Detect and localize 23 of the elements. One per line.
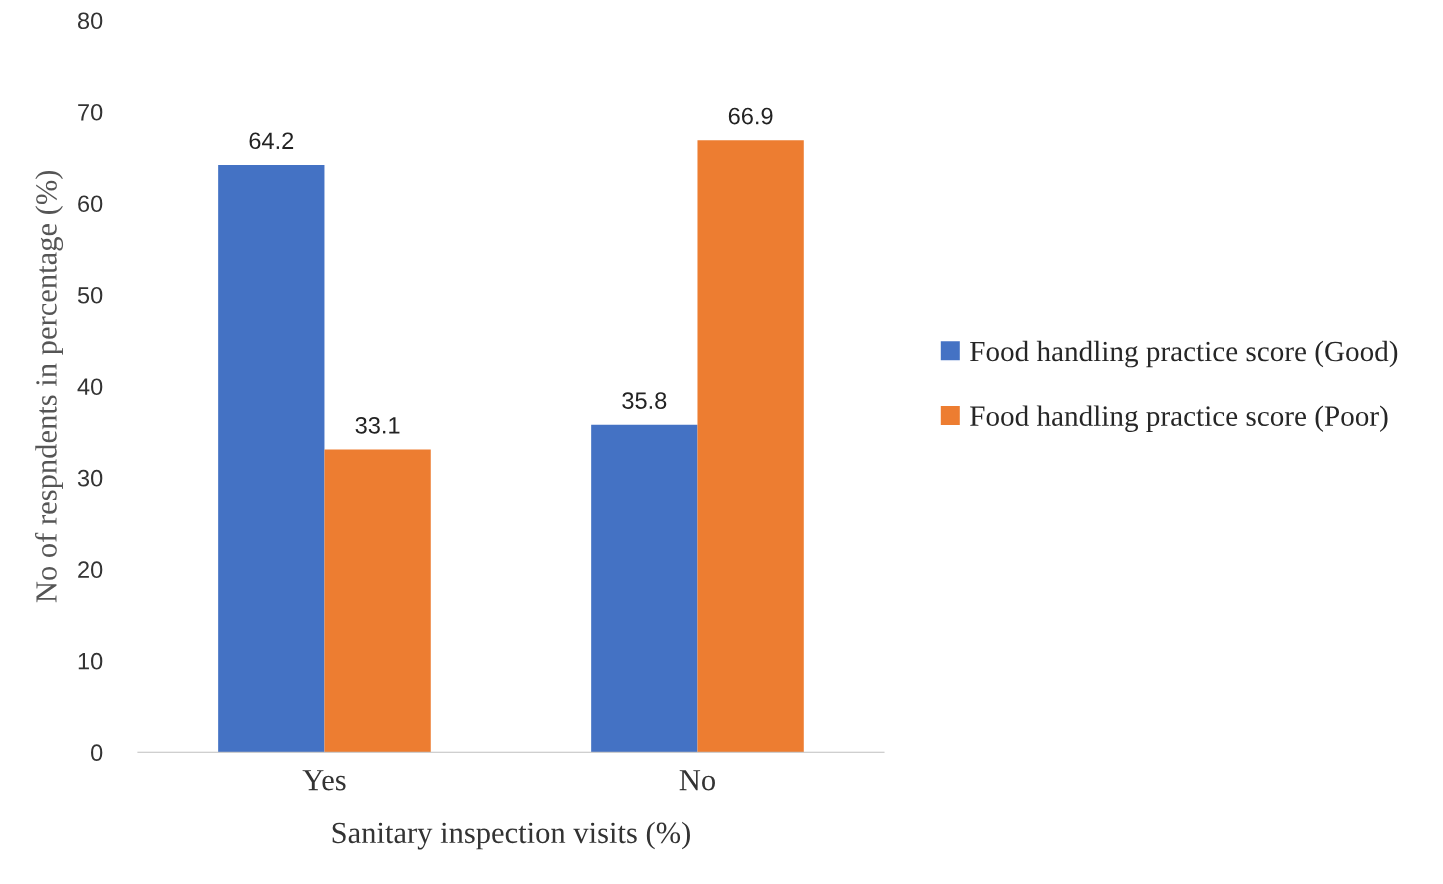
data-label: 35.8 xyxy=(622,392,667,409)
x-axis-title: Sanitary inspection visits (%) xyxy=(332,821,690,850)
bar xyxy=(591,424,698,753)
y-tick-label: 30 xyxy=(77,469,103,487)
data-label: 64.2 xyxy=(249,132,294,150)
bar xyxy=(324,449,431,753)
y-tick-label: 50 xyxy=(77,286,103,304)
y-tick-label: 40 xyxy=(77,378,103,396)
x-tick-label: Yes xyxy=(302,770,346,791)
data-label: 33.1 xyxy=(355,416,400,434)
y-tick-label: 70 xyxy=(78,103,103,121)
y-tick-label: 0 xyxy=(91,744,103,762)
bar xyxy=(697,140,804,753)
y-tick-label: 10 xyxy=(78,652,103,670)
data-label: 66.9 xyxy=(728,107,773,125)
y-axis-title: No of respndents in percentage (%) xyxy=(34,170,64,603)
y-tick-label: 20 xyxy=(78,561,103,579)
x-tick-label: No xyxy=(679,770,715,791)
legend-label: Food handling practice score (Poor) xyxy=(970,405,1388,432)
bar xyxy=(218,164,325,753)
y-tick-label: 80 xyxy=(77,12,103,30)
legend-label: Food handling practice score (Good) xyxy=(970,340,1398,368)
y-tick-label: 60 xyxy=(78,195,103,213)
